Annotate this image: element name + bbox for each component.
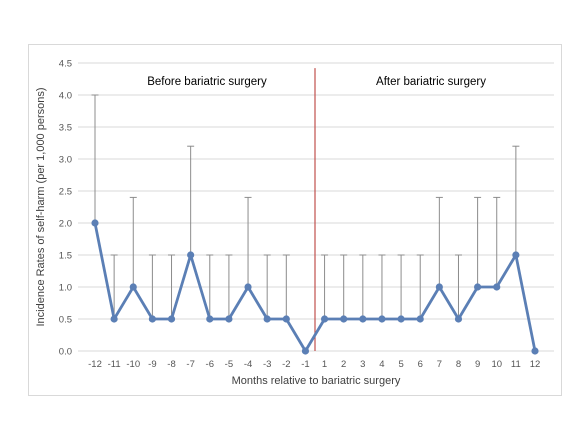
y-tick-label: 3.0 bbox=[59, 155, 72, 166]
data-point bbox=[301, 347, 310, 355]
x-tick-label: -1 bbox=[301, 359, 309, 370]
y-tick-label: 0.5 bbox=[59, 315, 72, 326]
after-surgery-label: After bariatric surgery bbox=[376, 76, 486, 88]
x-tick-label: -5 bbox=[225, 359, 233, 370]
x-tick-label: 1 bbox=[322, 359, 327, 370]
data-point bbox=[148, 315, 156, 323]
x-tick-label: -11 bbox=[108, 359, 121, 370]
data-point bbox=[474, 283, 482, 291]
x-tick-label: 6 bbox=[418, 359, 423, 370]
data-point bbox=[378, 315, 386, 323]
data-point bbox=[225, 315, 233, 323]
x-tick-label: 2 bbox=[341, 359, 346, 370]
x-tick-label: 10 bbox=[491, 359, 502, 370]
y-tick-label: 2.5 bbox=[59, 187, 72, 198]
data-point bbox=[359, 315, 367, 323]
data-point bbox=[187, 251, 195, 259]
data-point bbox=[244, 283, 252, 291]
data-point bbox=[454, 315, 463, 323]
x-tick-label: -6 bbox=[206, 359, 214, 370]
chart-frame: 0.0 0.5 1.0 1.5 2.0 2.5 3.0 3.5 4.0 4.5 -12 -11 -10-… bbox=[28, 44, 562, 396]
before-surgery-label: Before bariatric surgery bbox=[147, 76, 267, 88]
data-point bbox=[531, 347, 539, 355]
data-point bbox=[340, 315, 348, 323]
x-tick-label: 5 bbox=[398, 359, 403, 370]
data-point bbox=[167, 315, 176, 323]
data-point bbox=[263, 315, 271, 323]
y-tick-label: 2.0 bbox=[59, 219, 72, 230]
data-point bbox=[397, 315, 405, 323]
y-tick-label: 4.5 bbox=[59, 59, 72, 70]
y-tick-label: 4.0 bbox=[59, 91, 72, 102]
data-point bbox=[320, 315, 329, 323]
y-axis-title: Incidence Rates of self-harm (per 1,000 … bbox=[35, 87, 47, 326]
x-tick-label: -7 bbox=[186, 359, 194, 370]
data-point bbox=[493, 283, 501, 291]
data-point bbox=[435, 283, 443, 291]
x-tick-label: -8 bbox=[167, 359, 175, 370]
x-axis-title: Months relative to bariatric surgery bbox=[232, 375, 401, 387]
data-point bbox=[206, 315, 214, 323]
data-point bbox=[129, 283, 137, 291]
x-tick-label: 11 bbox=[511, 359, 521, 370]
x-tick-label: 7 bbox=[437, 359, 442, 370]
y-tick-label: 3.5 bbox=[59, 123, 72, 134]
x-tick-label: 8 bbox=[456, 359, 461, 370]
data-point bbox=[282, 315, 290, 323]
y-tick-label: 1.0 bbox=[59, 283, 72, 294]
x-tick-label: -12 bbox=[88, 359, 102, 370]
y-tick-label: 0.0 bbox=[59, 347, 72, 358]
y-tick-label: 1.5 bbox=[59, 251, 72, 262]
x-tick-label: 12 bbox=[530, 359, 541, 370]
x-tick-label: -9 bbox=[148, 359, 156, 370]
data-point bbox=[512, 251, 520, 259]
x-tick-label: -4 bbox=[244, 359, 252, 370]
data-point bbox=[416, 315, 424, 323]
data-point bbox=[91, 219, 99, 227]
x-tick-label: -2 bbox=[282, 359, 290, 370]
x-tick-label: -3 bbox=[263, 359, 271, 370]
x-tick-label: 4 bbox=[379, 359, 384, 370]
data-point bbox=[110, 315, 118, 323]
x-tick-label: 3 bbox=[360, 359, 365, 370]
x-tick-label: 9 bbox=[475, 359, 480, 370]
x-tick-label: -10 bbox=[126, 359, 140, 370]
line-chart: 0.00.51.01.52.02.53.03.54.04.5-12 -11 -10-… bbox=[35, 59, 554, 387]
